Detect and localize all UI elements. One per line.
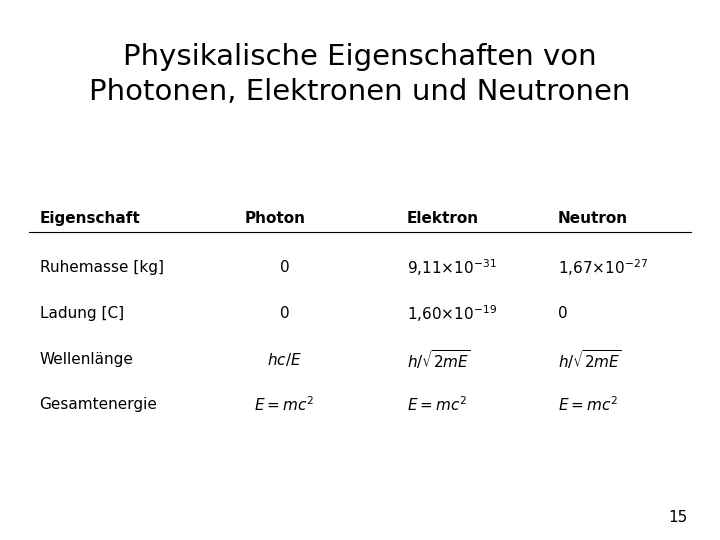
Text: $E = mc^2$: $E = mc^2$ <box>558 396 618 414</box>
Text: Ruhemasse [kg]: Ruhemasse [kg] <box>40 260 163 275</box>
Text: Elektron: Elektron <box>407 211 479 226</box>
Text: Neutron: Neutron <box>558 211 628 226</box>
Text: 1,60×10$^{-19}$: 1,60×10$^{-19}$ <box>407 303 497 323</box>
Text: Ladung [C]: Ladung [C] <box>40 306 124 321</box>
Text: Physikalische Eigenschaften von
Photonen, Elektronen und Neutronen: Physikalische Eigenschaften von Photonen… <box>89 43 631 106</box>
Text: $hc/E$: $hc/E$ <box>267 350 302 368</box>
Text: $E = mc^2$: $E = mc^2$ <box>254 396 315 414</box>
Text: 9,11×10$^{-31}$: 9,11×10$^{-31}$ <box>407 257 497 278</box>
Text: 0: 0 <box>279 260 289 275</box>
Text: Photon: Photon <box>245 211 306 226</box>
Text: 1,67×10$^{-27}$: 1,67×10$^{-27}$ <box>558 257 648 278</box>
Text: Wellenlänge: Wellenlänge <box>40 352 133 367</box>
Text: 0: 0 <box>279 306 289 321</box>
Text: Gesamtenergie: Gesamtenergie <box>40 397 158 413</box>
Text: $h/\sqrt{2mE}$: $h/\sqrt{2mE}$ <box>558 348 622 370</box>
Text: $h/\sqrt{2mE}$: $h/\sqrt{2mE}$ <box>407 348 471 370</box>
Text: 15: 15 <box>668 510 688 525</box>
Text: $E = mc^2$: $E = mc^2$ <box>407 396 467 414</box>
Text: Eigenschaft: Eigenschaft <box>40 211 140 226</box>
Text: 0: 0 <box>558 306 567 321</box>
